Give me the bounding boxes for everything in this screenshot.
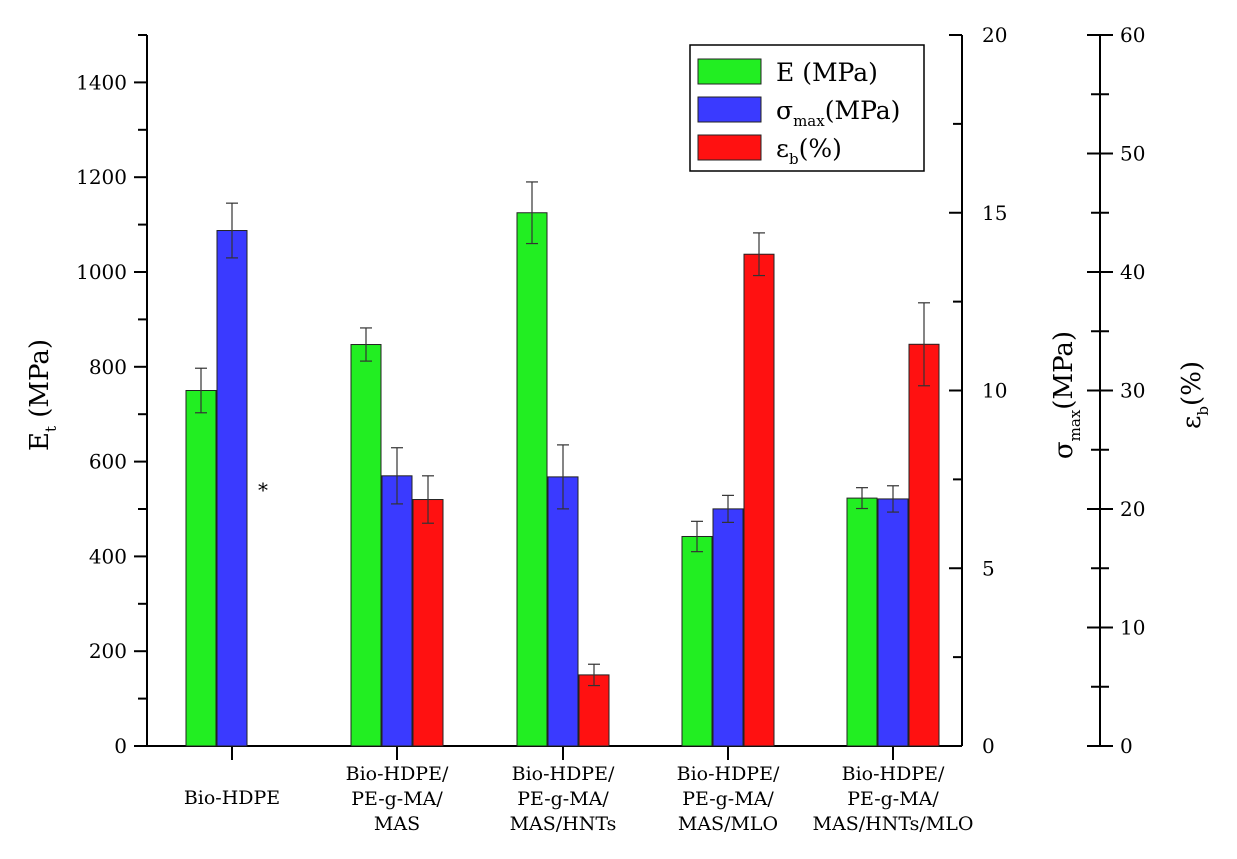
category-label-line: MAS/HNTs/MLO [813, 813, 974, 835]
legend-label-eps: εb(%) [776, 134, 842, 168]
bar-E [681, 535, 713, 747]
sigma-tick-label: 20 [982, 23, 1007, 47]
legend-label-E: E (MPa) [776, 58, 878, 87]
category-label-line: Bio-HDPE/ [842, 763, 945, 785]
category-label-line: PE-g-MA/ [682, 788, 774, 810]
bar-E [350, 344, 382, 747]
category-label: Bio-HDPE/PE-g-MA/MAS/HNTs [510, 763, 617, 835]
bar-E [846, 497, 878, 747]
category-label-line: MAS [374, 813, 420, 835]
bar-sigma [547, 476, 579, 747]
category-label-line: MAS/HNTs [510, 813, 617, 835]
E-tick-label: 400 [89, 544, 127, 568]
bar-sigma [877, 498, 909, 747]
eps-tick-label: 10 [1120, 616, 1145, 640]
category-label-line: Bio-HDPE/ [346, 763, 449, 785]
category-label-line: PE-g-MA/ [517, 788, 609, 810]
legend-swatch-E [697, 58, 762, 85]
bar-eps [578, 674, 610, 747]
sigma-tick-label: 5 [982, 556, 995, 580]
category-label: Bio-HDPE/PE-g-MA/MAS/HNTs/MLO [813, 763, 974, 835]
category-label-line: MAS/MLO [678, 813, 778, 835]
far-right-axis-title-tail: (%) [1177, 361, 1207, 406]
E-tick-label: 0 [114, 734, 127, 758]
E-tick-label: 1200 [76, 165, 127, 189]
bar-sigma [712, 508, 744, 747]
legend-label-tail: (%) [799, 134, 842, 163]
axes-group [134, 34, 1113, 760]
E-tick-label: 1000 [76, 260, 127, 284]
legend-label-main: σ [776, 96, 793, 125]
bar-eps [412, 499, 444, 747]
sigma-tick-label: 0 [982, 734, 995, 758]
bar-eps [908, 343, 940, 747]
bars-group [185, 212, 940, 747]
far-right-axis-title-main: ε [1177, 416, 1207, 429]
legend-label-main: E (MPa) [776, 58, 878, 87]
eps-tick-label: 30 [1120, 379, 1145, 403]
bar-E [185, 390, 217, 747]
legend-label-sub: max [793, 112, 825, 130]
category-label-line: Bio-HDPE/ [677, 763, 780, 785]
category-label-line: Bio-HDPE/ [512, 763, 615, 785]
sigma-tick-label: 10 [982, 379, 1007, 403]
left-axis-title-tail: (MPa) [25, 339, 55, 426]
E-tick-label: 800 [89, 355, 127, 379]
legend-label-main: ε [776, 134, 789, 163]
legend-swatch-sigma [697, 96, 762, 123]
right-axis-title-tail: (MPa) [1049, 331, 1079, 410]
bar-E [516, 212, 548, 747]
right-axis-title-main: σ [1049, 441, 1079, 459]
left-axis-title-sub: t [42, 426, 60, 432]
eps-tick-label: 20 [1120, 497, 1145, 521]
eps-tick-label: 40 [1120, 260, 1145, 284]
error-bars-group [195, 181, 930, 687]
category-label: Bio-HDPE/PE-g-MA/MAS/MLO [677, 763, 780, 835]
eps-tick-label: 0 [1120, 734, 1133, 758]
eps-tick-label: 50 [1120, 142, 1145, 166]
legend-label-sub: b [789, 150, 799, 168]
legend: E (MPa) σmax(MPa) εb(%) [689, 44, 925, 172]
E-tick-label: 600 [89, 450, 127, 474]
left-axis-title: Et (MPa) [25, 339, 60, 451]
annotation-label: * [258, 478, 268, 502]
bar-sigma [216, 230, 248, 747]
E-tick-label: 1400 [76, 70, 127, 94]
category-label-line: PE-g-MA/ [351, 788, 443, 810]
labels-group: 0200400600800100012001400051015200102030… [25, 23, 1212, 835]
legend-label-tail: (MPa) [825, 96, 901, 125]
far-right-axis-title: εb(%) [1177, 361, 1212, 429]
sigma-tick-label: 15 [982, 201, 1007, 225]
left-axis-title-main: E [25, 432, 55, 451]
right-axis-title-sub: max [1066, 409, 1084, 441]
category-label-line: Bio-HDPE [184, 787, 280, 809]
eps-tick-label: 60 [1120, 23, 1145, 47]
category-label: Bio-HDPE/PE-g-MA/MAS [346, 763, 449, 835]
legend-label-sigma: σmax(MPa) [776, 96, 900, 130]
legend-swatch-eps [697, 134, 762, 161]
bar-eps [743, 253, 775, 747]
far-right-axis-title-sub: b [1194, 406, 1212, 416]
category-label-line: PE-g-MA/ [847, 788, 939, 810]
category-label: Bio-HDPE [184, 787, 280, 809]
E-tick-label: 200 [89, 639, 127, 663]
right-axis-title: σmax(MPa) [1049, 331, 1084, 459]
bar-sigma [381, 475, 413, 747]
